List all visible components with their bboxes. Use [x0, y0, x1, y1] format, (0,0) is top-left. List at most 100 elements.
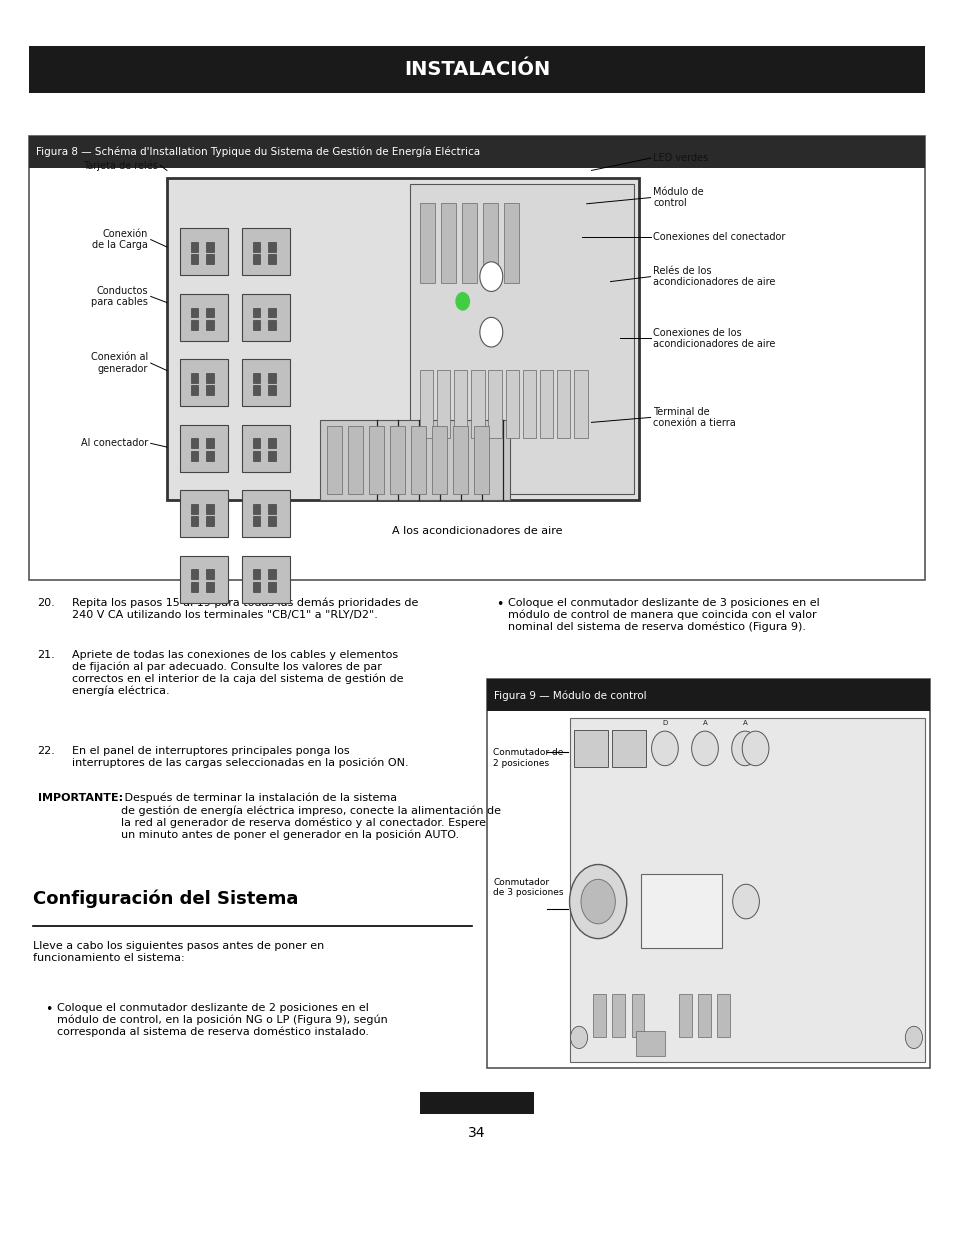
FancyBboxPatch shape — [253, 385, 260, 395]
FancyBboxPatch shape — [180, 294, 228, 341]
FancyBboxPatch shape — [411, 426, 426, 494]
Circle shape — [479, 317, 502, 347]
FancyBboxPatch shape — [319, 420, 510, 500]
Text: +: + — [751, 743, 759, 753]
FancyBboxPatch shape — [242, 228, 290, 275]
FancyBboxPatch shape — [242, 556, 290, 603]
Text: Conmutador de
2 posiciones: Conmutador de 2 posiciones — [493, 748, 563, 768]
FancyBboxPatch shape — [253, 569, 260, 579]
FancyBboxPatch shape — [206, 569, 213, 579]
FancyBboxPatch shape — [29, 136, 924, 580]
Text: 34: 34 — [468, 1126, 485, 1140]
FancyBboxPatch shape — [180, 228, 228, 275]
FancyBboxPatch shape — [503, 203, 518, 283]
FancyBboxPatch shape — [539, 370, 553, 438]
Text: Configuración del Sistema: Configuración del Sistema — [33, 889, 298, 908]
Text: 20.: 20. — [37, 598, 55, 608]
FancyBboxPatch shape — [440, 203, 456, 283]
Text: Conexión al
generador: Conexión al generador — [91, 352, 148, 374]
FancyBboxPatch shape — [180, 556, 228, 603]
FancyBboxPatch shape — [679, 994, 691, 1037]
FancyBboxPatch shape — [327, 426, 342, 494]
FancyBboxPatch shape — [29, 46, 924, 93]
FancyBboxPatch shape — [253, 451, 260, 461]
FancyBboxPatch shape — [191, 320, 198, 330]
Text: CT1: CT1 — [578, 746, 590, 751]
Text: Lleve a cabo los siguientes pasos antes de poner en
funcionamiento el sistema:: Lleve a cabo los siguientes pasos antes … — [33, 941, 324, 962]
FancyBboxPatch shape — [253, 320, 260, 330]
Circle shape — [570, 1026, 587, 1049]
FancyBboxPatch shape — [206, 438, 213, 448]
FancyBboxPatch shape — [461, 203, 476, 283]
FancyBboxPatch shape — [390, 426, 405, 494]
FancyBboxPatch shape — [698, 994, 710, 1037]
Text: +: + — [741, 897, 749, 906]
FancyBboxPatch shape — [206, 242, 213, 252]
FancyBboxPatch shape — [268, 504, 275, 514]
FancyBboxPatch shape — [206, 516, 213, 526]
Circle shape — [651, 731, 678, 766]
FancyBboxPatch shape — [486, 679, 929, 1068]
FancyBboxPatch shape — [268, 308, 275, 317]
FancyBboxPatch shape — [482, 203, 497, 283]
FancyBboxPatch shape — [631, 994, 643, 1037]
Text: Apriete de todas las conexiones de los cables y elementos
de fijación al par ade: Apriete de todas las conexiones de los c… — [71, 650, 402, 697]
FancyBboxPatch shape — [191, 254, 198, 264]
Text: CT0: CT0 — [616, 746, 628, 751]
Text: Después de terminar la instalación de la sistema
de gestión de energía eléctrica: Después de terminar la instalación de la… — [121, 793, 500, 840]
Text: Conexión
de la Carga: Conexión de la Carga — [91, 228, 148, 251]
FancyBboxPatch shape — [268, 438, 275, 448]
FancyBboxPatch shape — [253, 582, 260, 592]
Text: A los acondicionadores de aire: A los acondicionadores de aire — [392, 526, 561, 536]
FancyBboxPatch shape — [268, 373, 275, 383]
FancyBboxPatch shape — [242, 490, 290, 537]
FancyBboxPatch shape — [253, 308, 260, 317]
Circle shape — [732, 884, 759, 919]
FancyBboxPatch shape — [191, 385, 198, 395]
Text: A: A — [702, 720, 706, 726]
Text: Repita los pasos 15 al 19 para todas las demás prioridades de
240 V CA utilizand: Repita los pasos 15 al 19 para todas las… — [71, 598, 417, 620]
FancyBboxPatch shape — [569, 718, 924, 1062]
FancyBboxPatch shape — [574, 370, 587, 438]
FancyBboxPatch shape — [268, 254, 275, 264]
FancyBboxPatch shape — [191, 438, 198, 448]
FancyBboxPatch shape — [268, 385, 275, 395]
FancyBboxPatch shape — [191, 569, 198, 579]
FancyBboxPatch shape — [522, 370, 536, 438]
FancyBboxPatch shape — [348, 426, 363, 494]
FancyBboxPatch shape — [253, 438, 260, 448]
Text: Conexiones de los
acondicionadores de aire: Conexiones de los acondicionadores de ai… — [653, 327, 775, 350]
FancyBboxPatch shape — [242, 425, 290, 472]
FancyBboxPatch shape — [206, 320, 213, 330]
Text: Figura 9 — Módulo de control: Figura 9 — Módulo de control — [494, 690, 646, 700]
FancyBboxPatch shape — [419, 1092, 534, 1114]
FancyBboxPatch shape — [432, 426, 447, 494]
Text: A: A — [742, 720, 746, 726]
FancyBboxPatch shape — [191, 582, 198, 592]
FancyBboxPatch shape — [612, 994, 624, 1037]
FancyBboxPatch shape — [574, 730, 607, 767]
FancyBboxPatch shape — [191, 308, 198, 317]
FancyBboxPatch shape — [191, 451, 198, 461]
Text: •: • — [45, 1003, 52, 1016]
FancyBboxPatch shape — [206, 504, 213, 514]
Circle shape — [904, 1026, 922, 1049]
FancyBboxPatch shape — [640, 874, 721, 948]
FancyBboxPatch shape — [486, 679, 929, 711]
FancyBboxPatch shape — [242, 294, 290, 341]
Circle shape — [731, 731, 758, 766]
FancyBboxPatch shape — [242, 359, 290, 406]
Circle shape — [741, 731, 768, 766]
Circle shape — [456, 293, 469, 310]
Text: D: D — [661, 720, 667, 726]
FancyBboxPatch shape — [636, 1031, 664, 1056]
FancyBboxPatch shape — [612, 730, 645, 767]
FancyBboxPatch shape — [410, 184, 634, 494]
FancyBboxPatch shape — [453, 426, 468, 494]
Text: Conductos
para cables: Conductos para cables — [91, 285, 148, 308]
FancyBboxPatch shape — [268, 242, 275, 252]
FancyBboxPatch shape — [206, 582, 213, 592]
FancyBboxPatch shape — [419, 370, 433, 438]
Text: Coloque el conmutador deslizante de 3 posiciones en el
módulo de control de mane: Coloque el conmutador deslizante de 3 po… — [508, 598, 820, 632]
FancyBboxPatch shape — [29, 136, 924, 168]
